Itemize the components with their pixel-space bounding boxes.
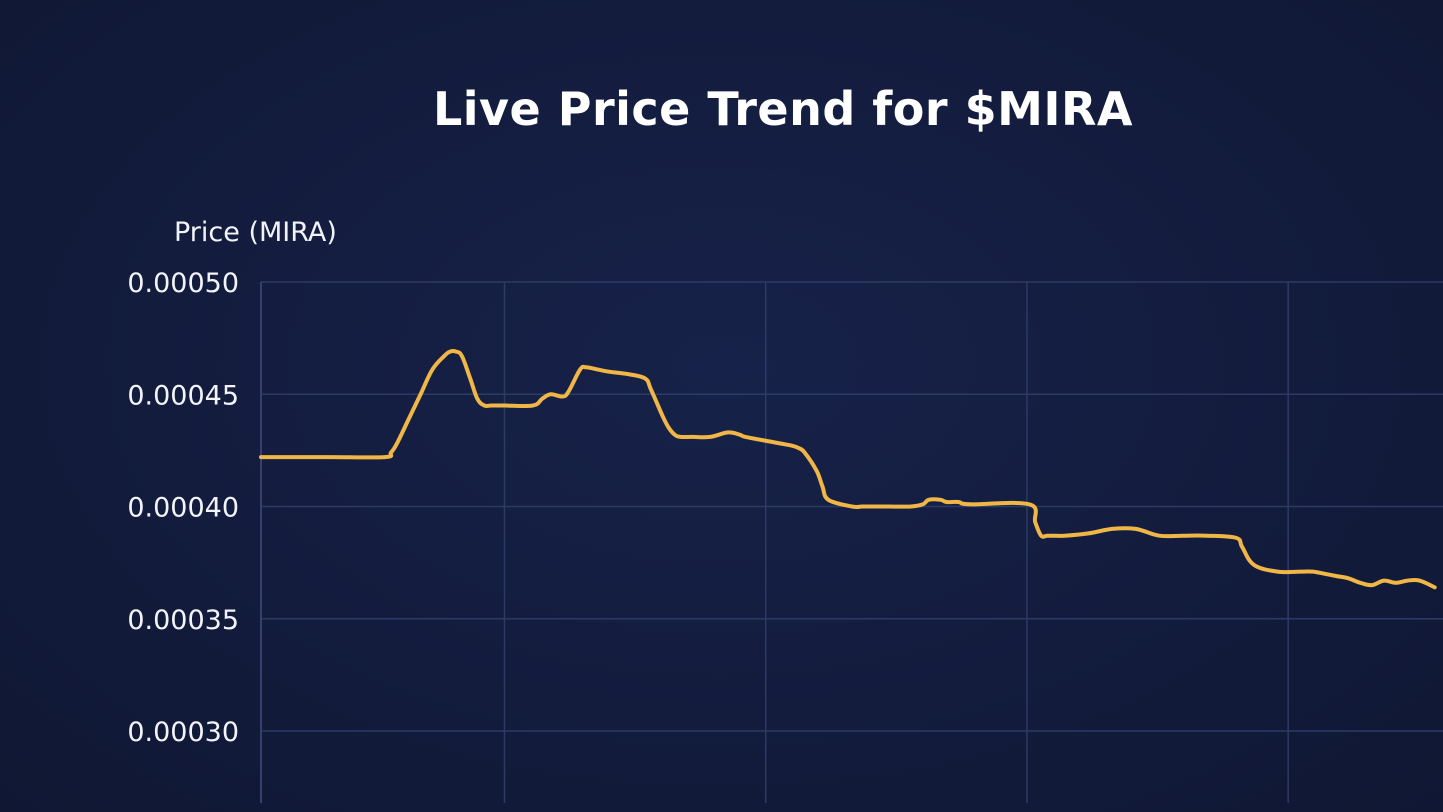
chart-title: Live Price Trend for $MIRA [432,82,1134,136]
horizontal-gridlines [261,281,1443,732]
price-series-line [259,349,1437,590]
y-tick-label: 0.00030 [127,717,239,748]
y-tick-label: 0.00050 [127,268,239,299]
vertical-gridlines [503,282,1289,803]
y-tick-labels: 0.00050 0.00045 0.00040 0.00035 0.00030 [127,268,239,748]
y-tick-label: 0.00040 [127,493,239,524]
y-axis-label: Price (MIRA) [174,217,337,248]
y-tick-label: 0.00035 [127,605,239,636]
y-tick-label: 0.00045 [127,380,239,411]
